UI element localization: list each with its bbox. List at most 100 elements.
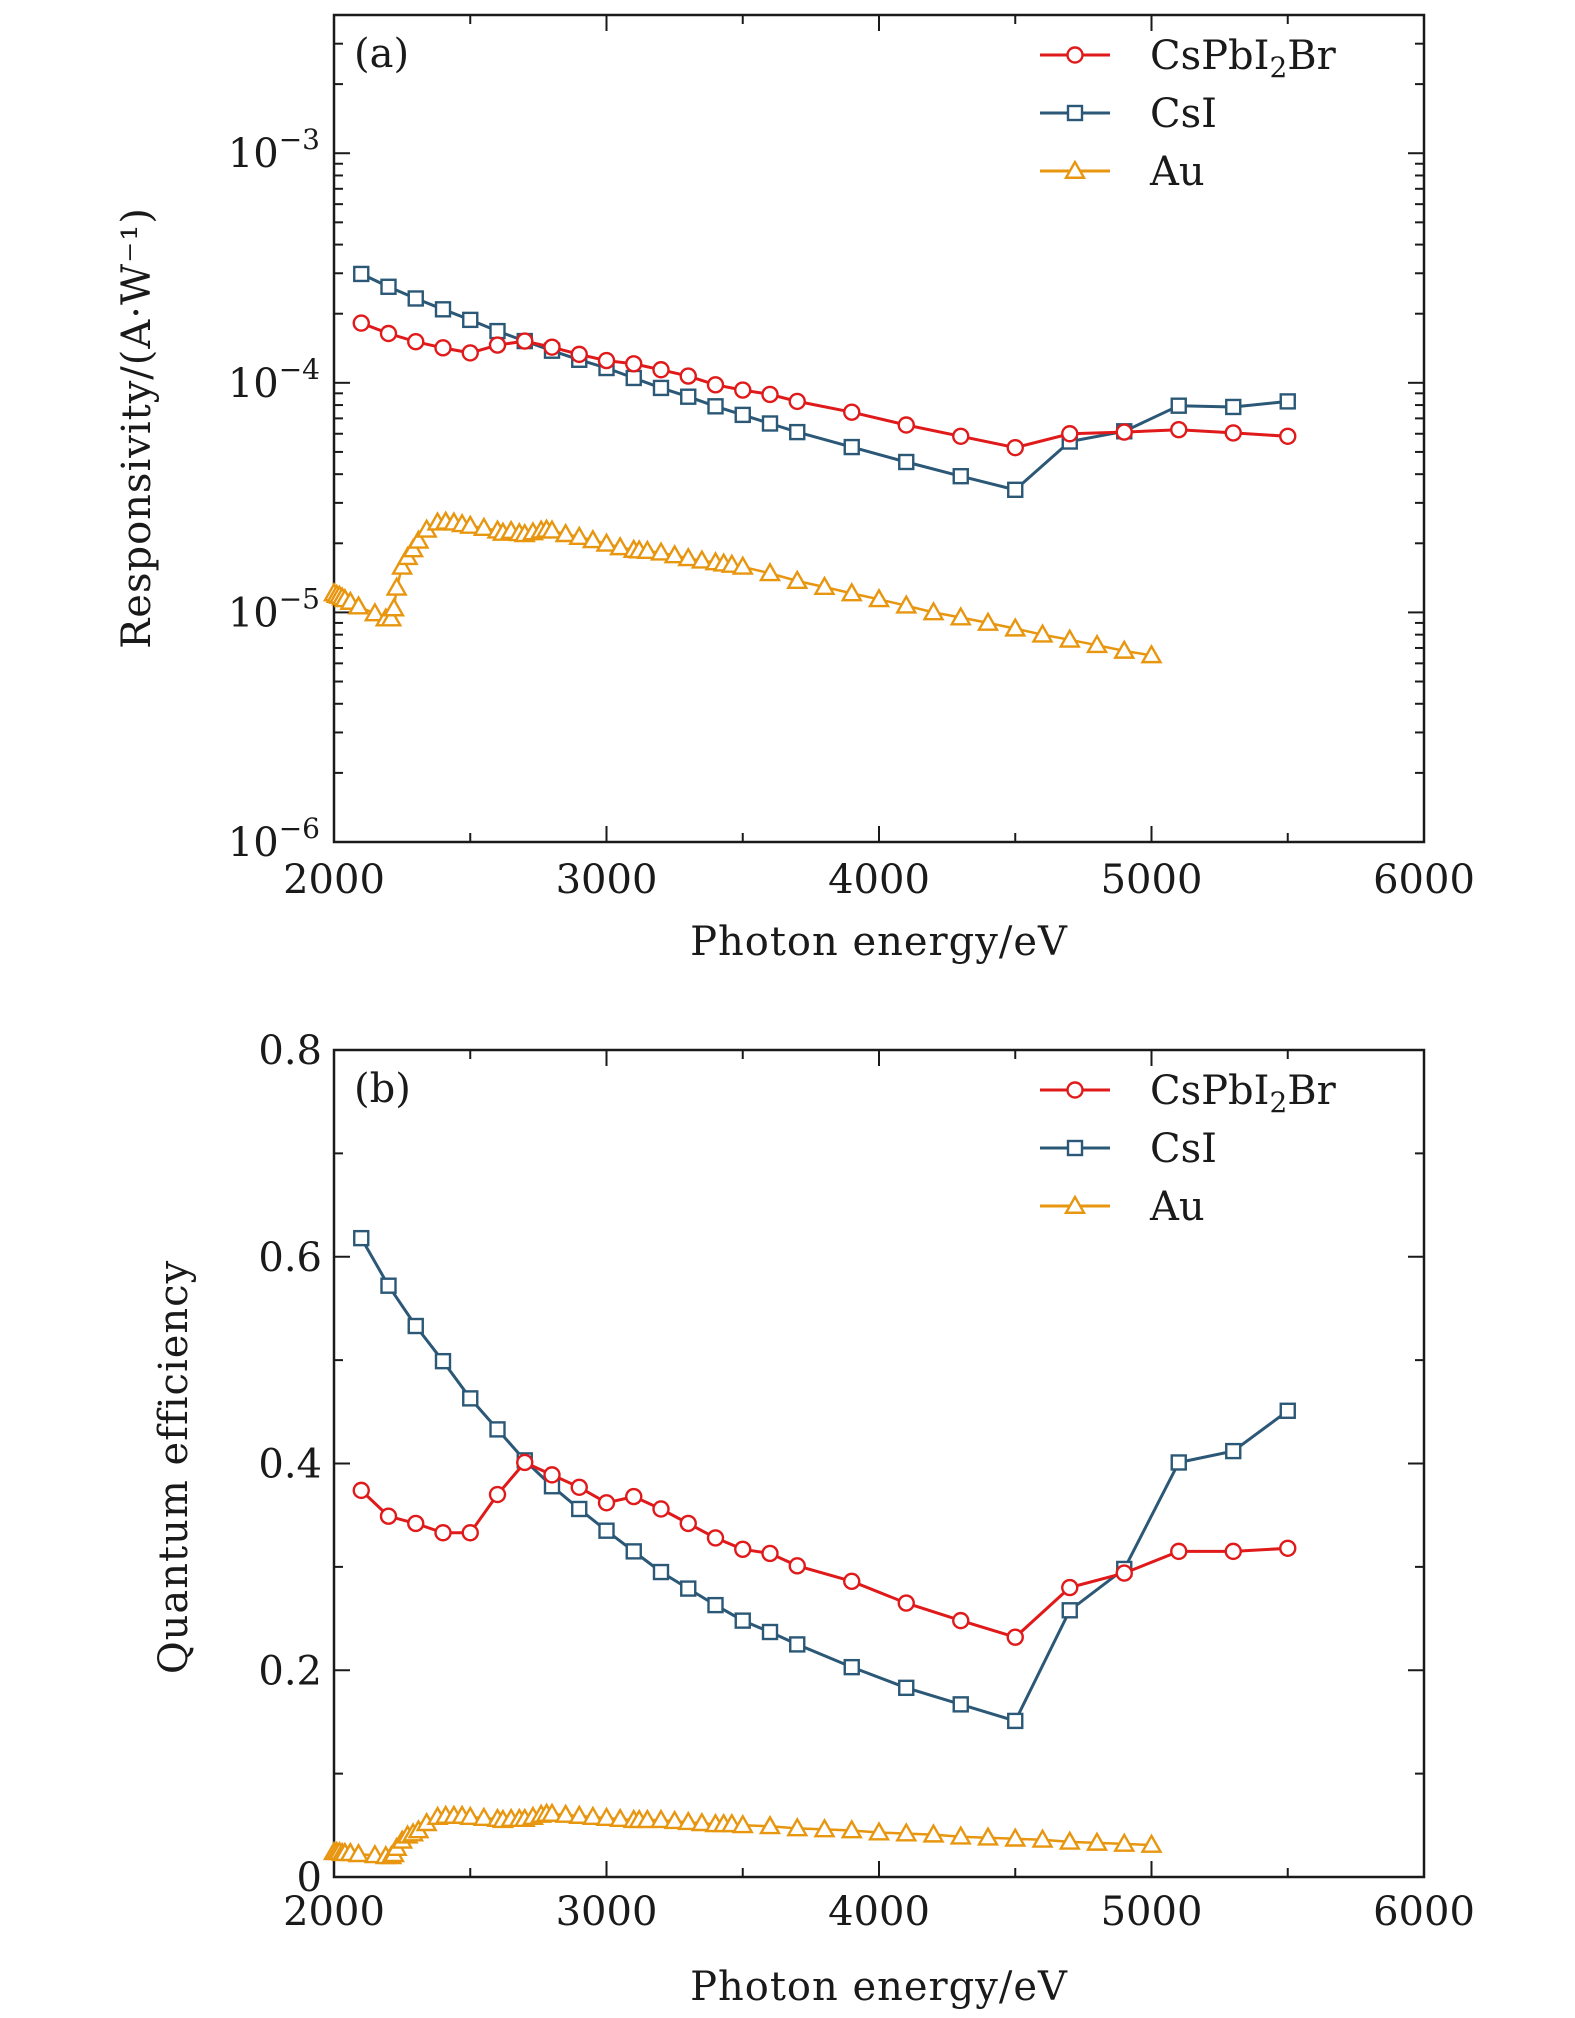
data-point-triangle — [895, 1822, 918, 1842]
data-point-triangle — [1113, 639, 1136, 659]
data-point-triangle — [813, 575, 836, 595]
data-point-triangle — [407, 529, 430, 549]
x-tick-label: 2000 — [283, 1889, 385, 1935]
data-point-triangle — [786, 1816, 809, 1837]
data-point-circle — [761, 385, 779, 404]
data-point-square — [489, 1421, 506, 1438]
data-point-triangle — [922, 1823, 945, 1843]
data-point-triangle — [554, 522, 577, 543]
data-point-triangle — [758, 1814, 782, 1835]
data-point-triangle — [895, 594, 918, 614]
x-tick-label: 3000 — [556, 857, 658, 903]
y-tick-label: 0.4 — [258, 1442, 322, 1488]
data-point-triangle — [677, 1810, 700, 1831]
data-point-circle — [1224, 424, 1242, 442]
data-point-square — [761, 1623, 779, 1641]
data-point-circle — [706, 376, 725, 394]
data-point-square — [1279, 1402, 1296, 1419]
legend-item: CsI — [1040, 1126, 1217, 1172]
x-tick-label: 4000 — [828, 1889, 930, 1935]
data-point-square — [380, 1277, 397, 1294]
data-point-circle — [788, 392, 806, 411]
series-cspbi2br — [352, 1453, 1297, 1646]
data-point-triangle — [1004, 617, 1027, 637]
data-point-square — [1007, 1712, 1024, 1730]
data-point-circle — [843, 403, 861, 421]
data-point-triangle — [459, 1805, 482, 1825]
data-point-square — [952, 1696, 969, 1713]
y-tick-label: 10−6 — [228, 812, 320, 866]
data-point-triangle — [1058, 1830, 1081, 1850]
data-point-square — [707, 1596, 724, 1614]
data-point-circle — [1061, 1578, 1079, 1597]
data-point-square — [625, 369, 642, 387]
data-point-triangle — [649, 1808, 673, 1829]
legend-item: Au — [1040, 149, 1205, 195]
data-point-square — [353, 265, 370, 283]
data-point-square — [789, 423, 806, 441]
data-point-triangle — [1004, 1827, 1027, 1847]
data-point-triangle — [595, 532, 618, 552]
data-point-circle — [1066, 46, 1084, 64]
data-point-circle — [1170, 1542, 1188, 1561]
data-point-triangle — [568, 525, 591, 545]
data-point-square — [1066, 104, 1084, 122]
data-point-circle — [897, 416, 915, 434]
legend: CsPbI2Br CsI Au — [1040, 33, 1337, 195]
y-axis-title: Quantum efficiency — [151, 1260, 197, 1674]
data-point-triangle — [1031, 623, 1054, 643]
series-line — [360, 272, 1288, 492]
data-point-square — [843, 1658, 860, 1676]
data-point-triangle — [472, 516, 495, 537]
legend-item: Au — [1040, 1184, 1205, 1230]
data-point-triangle — [922, 600, 945, 621]
data-point-triangle — [472, 1806, 495, 1827]
data-point-triangle — [649, 541, 673, 561]
data-point-square — [462, 311, 479, 329]
data-point-square — [571, 1500, 588, 1518]
data-point-triangle — [1063, 1194, 1087, 1214]
data-point-circle — [625, 355, 643, 373]
data-point-circle — [843, 1572, 861, 1591]
data-point-square — [734, 1612, 751, 1629]
data-point-triangle — [867, 587, 891, 608]
data-point-square — [652, 379, 670, 397]
data-point-triangle — [976, 1826, 1000, 1846]
data-point-square — [462, 1390, 479, 1407]
data-point-circle — [1061, 425, 1079, 443]
data-point-triangle — [540, 1802, 564, 1822]
data-point-circle — [352, 314, 370, 332]
data-point-circle — [434, 339, 452, 357]
data-point-circle — [352, 1481, 370, 1500]
data-point-circle — [1224, 1542, 1242, 1561]
data-point-circle — [434, 1524, 452, 1542]
data-point-square — [434, 1352, 452, 1370]
data-point-circle — [461, 344, 479, 362]
data-point-triangle — [976, 611, 1000, 631]
data-point-triangle — [1085, 633, 1109, 654]
data-point-circle — [1170, 420, 1188, 439]
y-tick-label: 10−5 — [228, 582, 320, 636]
data-point-circle — [952, 1611, 970, 1630]
data-point-triangle — [363, 601, 386, 622]
data-point-circle — [543, 338, 561, 356]
data-point-triangle — [382, 597, 406, 617]
data-point-square — [1066, 1139, 1084, 1157]
plot-frame — [332, 13, 1426, 844]
data-point-triangle — [385, 576, 408, 596]
data-point-triangle — [1058, 628, 1081, 648]
data-point-square — [680, 1580, 697, 1597]
y-tick-label: 0 — [297, 1855, 322, 1901]
legend-label: CsPbI2Br — [1150, 33, 1337, 84]
legend-label: Au — [1149, 1184, 1205, 1230]
data-point-square — [680, 388, 697, 405]
data-point-circle — [1115, 423, 1133, 441]
panel-label: (a) — [354, 31, 409, 77]
data-point-triangle — [949, 1825, 972, 1845]
data-point-circle — [706, 1529, 725, 1547]
data-point-circle — [652, 1500, 670, 1518]
data-point-triangle — [609, 1807, 632, 1828]
data-point-triangle — [609, 535, 632, 556]
data-point-square — [353, 1229, 370, 1247]
data-point-square — [380, 278, 397, 295]
